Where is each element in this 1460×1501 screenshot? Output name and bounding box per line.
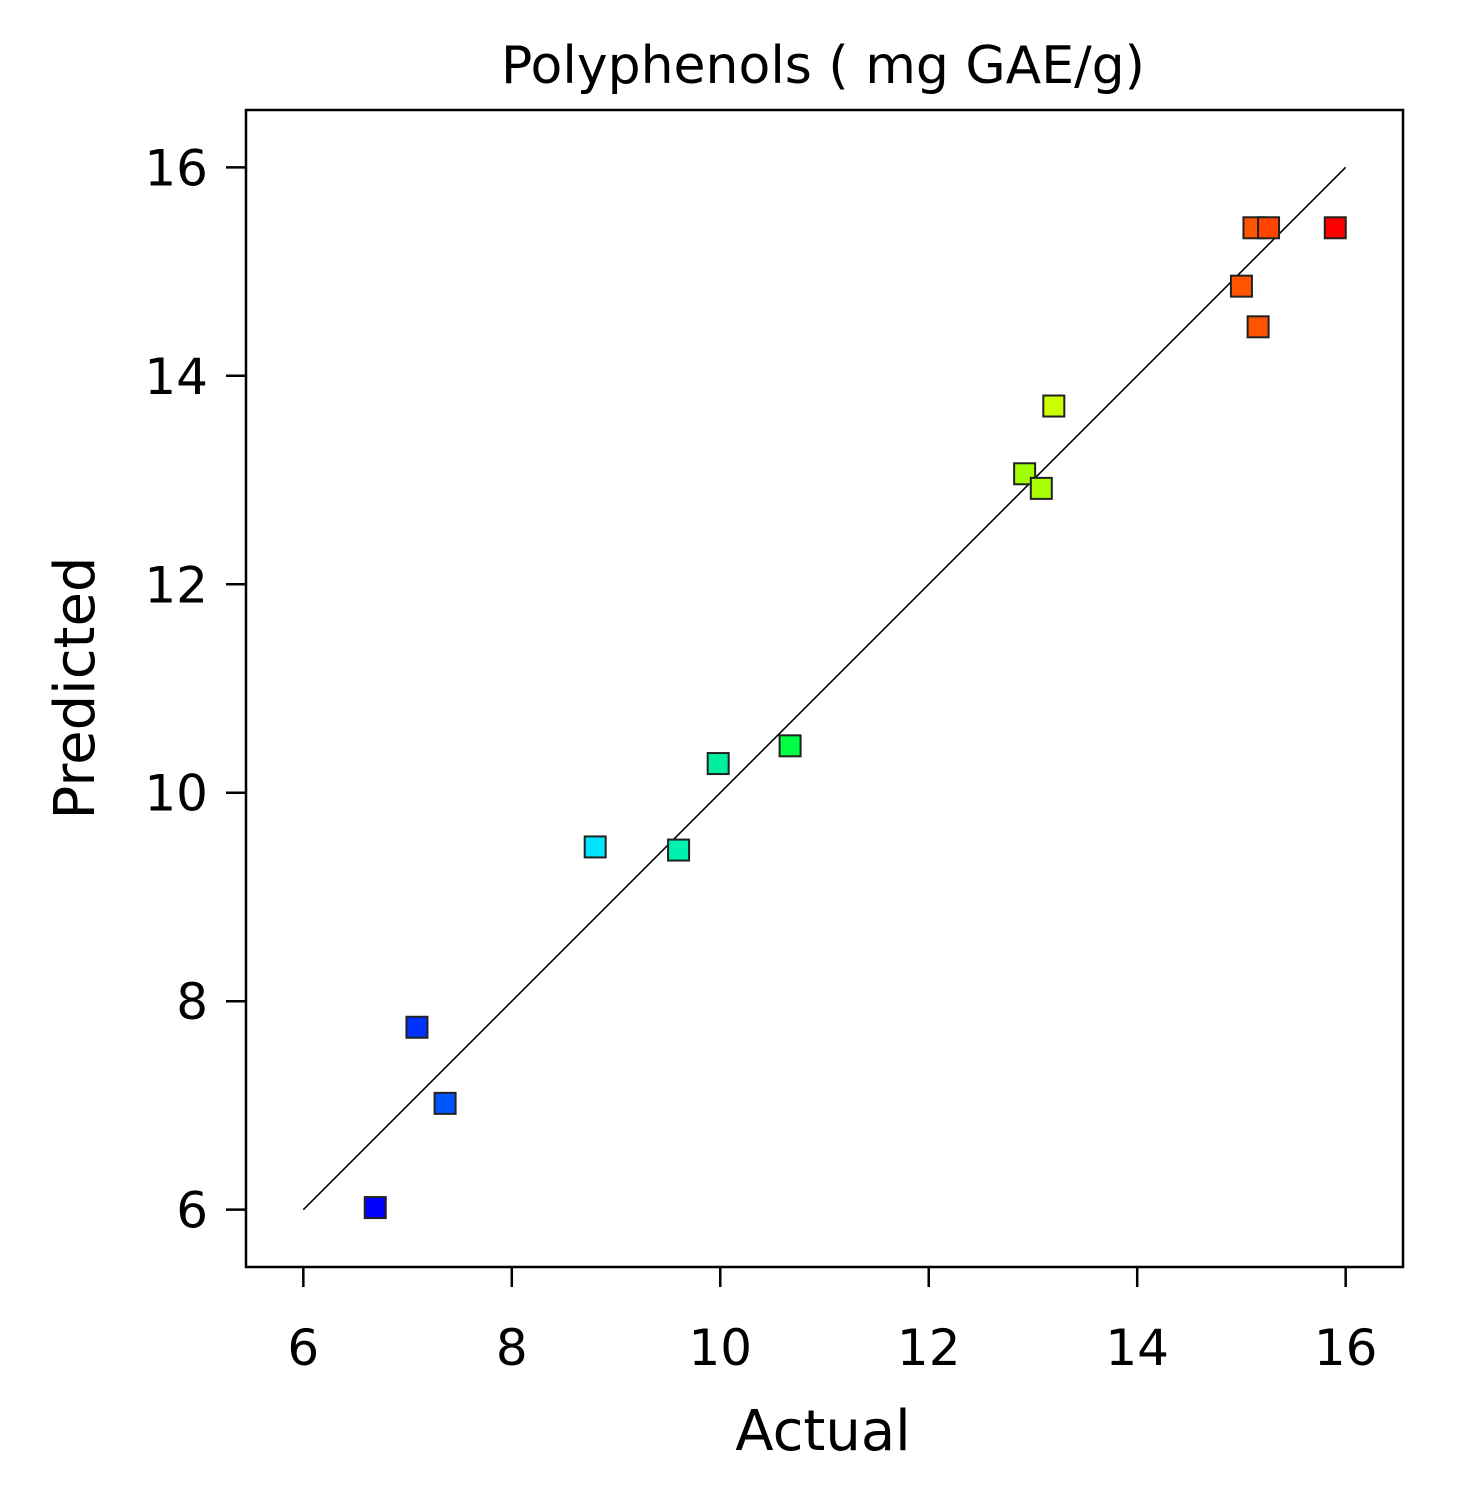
- y-tick-label: 12: [144, 556, 208, 614]
- y-tick-label: 6: [176, 1182, 208, 1240]
- plot-frame: [244, 108, 1405, 1269]
- data-point: [405, 1015, 429, 1039]
- y-axis-label: Predicted: [43, 557, 108, 820]
- data-point: [667, 838, 691, 862]
- data-point: [1323, 216, 1347, 240]
- y-tick-label: 10: [144, 765, 208, 823]
- x-tick-label: 6: [287, 1319, 319, 1377]
- x-tick-label: 16: [1314, 1319, 1378, 1377]
- data-point: [1246, 315, 1270, 339]
- chart-title: Polyphenols ( mg GAE/g): [501, 36, 1145, 96]
- data-point: [363, 1196, 387, 1220]
- x-tick-label: 10: [688, 1319, 752, 1377]
- data-point: [583, 835, 607, 859]
- y-tick-label: 16: [144, 139, 208, 197]
- x-tick-label: 12: [897, 1319, 961, 1377]
- x-axis-label: Actual: [735, 1399, 910, 1464]
- x-tick-label: 8: [496, 1319, 528, 1377]
- y-tick-label: 14: [144, 348, 208, 406]
- y-axis: 6 8 10 12 14 16: [144, 139, 246, 1240]
- data-point: [1257, 216, 1281, 240]
- reference-line: [302, 166, 1347, 1211]
- data-point: [1229, 274, 1253, 298]
- x-axis: 6 8 10 12 14 16: [287, 1267, 1377, 1377]
- x-tick-label: 14: [1105, 1319, 1169, 1377]
- data-point: [1029, 476, 1053, 500]
- data-point: [1042, 394, 1066, 418]
- data-points: [363, 216, 1347, 1220]
- data-point: [706, 752, 730, 776]
- data-point: [433, 1091, 457, 1115]
- data-point: [778, 734, 802, 758]
- y-tick-label: 8: [176, 973, 208, 1031]
